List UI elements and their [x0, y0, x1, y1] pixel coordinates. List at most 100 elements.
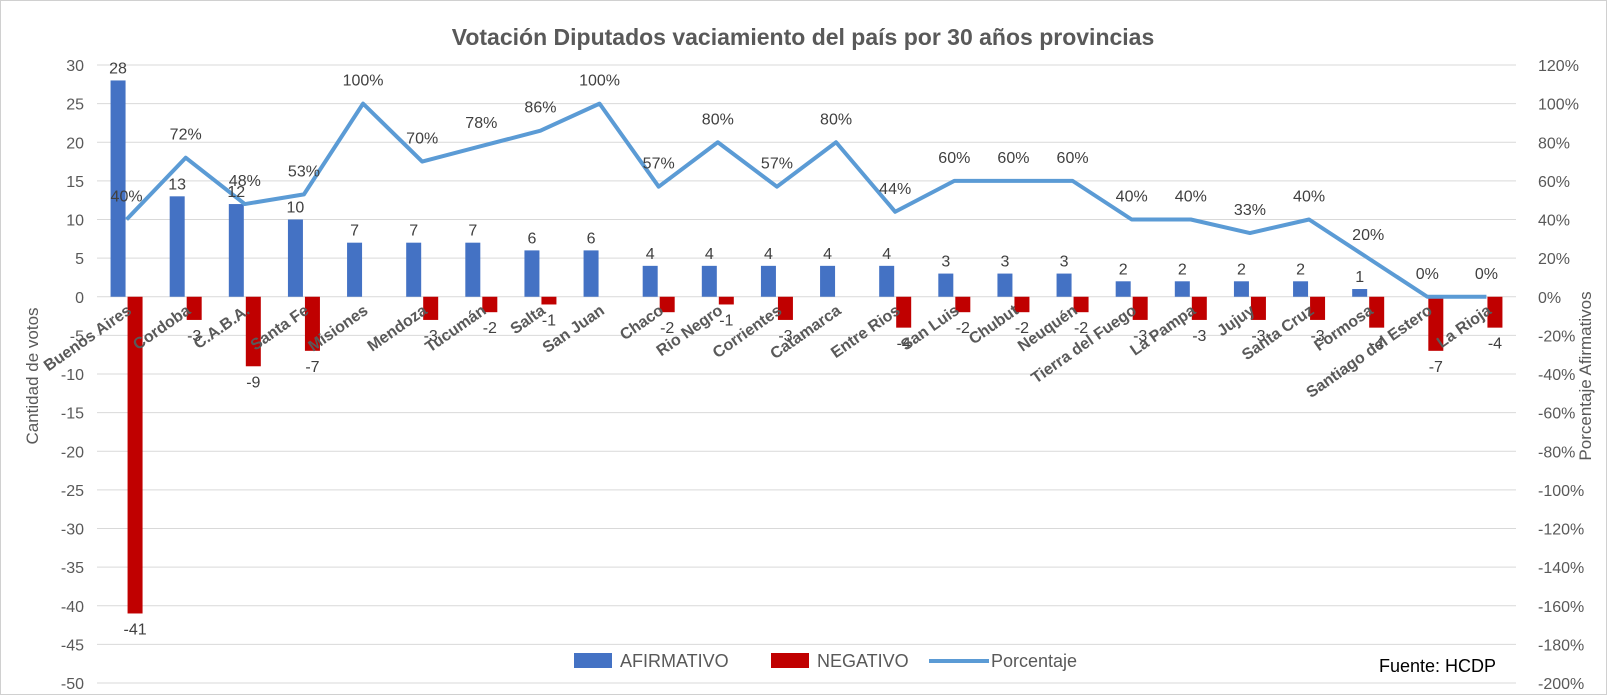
bar-afirmativo [110, 80, 126, 297]
data-label-porcentaje: 40% [1116, 189, 1148, 206]
bar-afirmativo [1174, 281, 1190, 297]
bar-negativo [955, 296, 971, 313]
data-label-porcentaje: 57% [643, 156, 675, 173]
data-label-afirmativo: 4 [823, 246, 832, 263]
legend-label: AFIRMATIVO [620, 651, 729, 671]
bar-afirmativo [406, 242, 422, 297]
bar-negativo [1132, 296, 1148, 320]
data-label-afirmativo: 7 [350, 223, 359, 240]
y-right-tick-label: -80% [1538, 444, 1575, 461]
bar-negativo [1250, 296, 1266, 320]
y-right-tick-label: -200% [1538, 676, 1584, 693]
data-label-negativo: -3 [187, 328, 201, 345]
data-label-porcentaje: 33% [1234, 202, 1266, 219]
y-tick-label: 30 [66, 58, 84, 75]
data-label-porcentaje: 53% [288, 163, 320, 180]
data-label-porcentaje: 100% [579, 73, 620, 90]
legend-item: NEGATIVO [771, 651, 909, 671]
bar-afirmativo [583, 250, 599, 297]
data-label-negativo: -9 [246, 374, 260, 391]
data-label-negativo: -2 [1015, 320, 1029, 337]
data-label-negativo: -1 [542, 312, 556, 329]
bar-afirmativo [465, 242, 481, 297]
data-label-afirmativo: 6 [527, 230, 536, 247]
y-right-tick-label: 60% [1538, 174, 1570, 191]
bar-afirmativo [997, 273, 1013, 297]
data-label-porcentaje: 48% [229, 173, 261, 190]
bar-negativo [777, 296, 793, 320]
data-label-negativo: -1 [719, 312, 733, 329]
y-right-tick-label: -180% [1538, 637, 1584, 654]
data-label-porcentaje: 0% [1475, 266, 1498, 283]
y-axis-right-ticks: 120% 100% 80% 60% 40% 20% 0% -20% -40% -60% -80% -1… [1538, 58, 1584, 693]
bar-negativo [304, 296, 320, 351]
y-right-tick-label: -160% [1538, 599, 1584, 616]
data-label-negativo: -7 [305, 359, 319, 376]
bar-afirmativo [287, 219, 303, 297]
data-label-afirmativo: 4 [764, 246, 773, 263]
y-right-tick-label: -140% [1538, 560, 1584, 577]
source-note: Fuente: HCDP [1379, 656, 1496, 676]
y-tick-label: 25 [66, 97, 84, 114]
data-label-afirmativo: 2 [1296, 261, 1305, 278]
line-series [125, 101, 1487, 299]
data-label-afirmativo: 4 [705, 246, 714, 263]
bar-afirmativo [760, 265, 776, 297]
bar-afirmativo [169, 196, 185, 297]
bar-afirmativo [228, 204, 244, 297]
bar-afirmativo [347, 242, 363, 297]
y-tick-label: 0 [75, 290, 84, 307]
y-tick-label: -30 [61, 522, 84, 539]
data-label-negativo: -3 [1310, 328, 1324, 345]
bar-negativo [541, 296, 557, 305]
data-label-afirmativo: 7 [409, 223, 418, 240]
bar-afirmativo [1115, 281, 1131, 297]
data-label-negativo: -4 [1488, 336, 1502, 353]
data-label-afirmativo: 7 [468, 223, 477, 240]
data-label-porcentaje: 100% [343, 73, 384, 90]
data-label-afirmativo: 4 [646, 246, 655, 263]
data-label-afirmativo: 3 [941, 254, 950, 271]
data-label-porcentaje: 40% [111, 189, 143, 206]
data-label-afirmativo: 1 [1355, 269, 1364, 286]
data-label-afirmativo: 6 [587, 230, 596, 247]
y-tick-label: 20 [66, 135, 84, 152]
legend-item: AFIRMATIVO [574, 651, 729, 671]
line-porcentaje [125, 101, 1487, 299]
data-label-negativo: -4 [897, 336, 911, 353]
data-label-afirmativo: 28 [109, 60, 127, 77]
bar-negativo [482, 296, 498, 313]
y-right-tick-label: 100% [1538, 97, 1579, 114]
data-label-porcentaje: 60% [1057, 150, 1089, 167]
bar-negativo [1487, 296, 1503, 328]
bar-negativo [1191, 296, 1207, 320]
legend-label: NEGATIVO [817, 651, 909, 671]
data-label-negativo: -3 [424, 328, 438, 345]
x-tick-label: Salta [508, 302, 549, 338]
data-label-porcentaje: 86% [524, 100, 556, 117]
bar-negativo [186, 296, 202, 320]
y-right-tick-label: 20% [1538, 251, 1570, 268]
y-tick-label: -20 [61, 444, 84, 461]
bar-negativo [245, 296, 261, 367]
bar-negativo [1073, 296, 1089, 313]
y-tick-label: -15 [61, 406, 84, 423]
bar-afirmativo [524, 250, 540, 297]
bar-afirmativo [1233, 281, 1249, 297]
bar-negativo [127, 296, 143, 614]
data-label-porcentaje: 60% [938, 150, 970, 167]
x-tick-label: Mendoza [365, 302, 431, 355]
y-tick-label: 5 [75, 251, 84, 268]
data-label-afirmativo: 12 [227, 184, 245, 201]
data-label-afirmativo: 13 [168, 176, 186, 193]
y-right-tick-label: 120% [1538, 58, 1579, 75]
y-right-tick-label: 0% [1538, 290, 1561, 307]
data-label-porcentaje: 20% [1352, 227, 1384, 244]
data-label-porcentaje: 80% [702, 111, 734, 128]
y-right-tick-label: -100% [1538, 483, 1584, 500]
gridlines [97, 64, 1516, 684]
data-label-negativo: -3 [1133, 328, 1147, 345]
x-tick-label: Buenos Aires [41, 302, 135, 375]
y-tick-label: -45 [61, 637, 84, 654]
